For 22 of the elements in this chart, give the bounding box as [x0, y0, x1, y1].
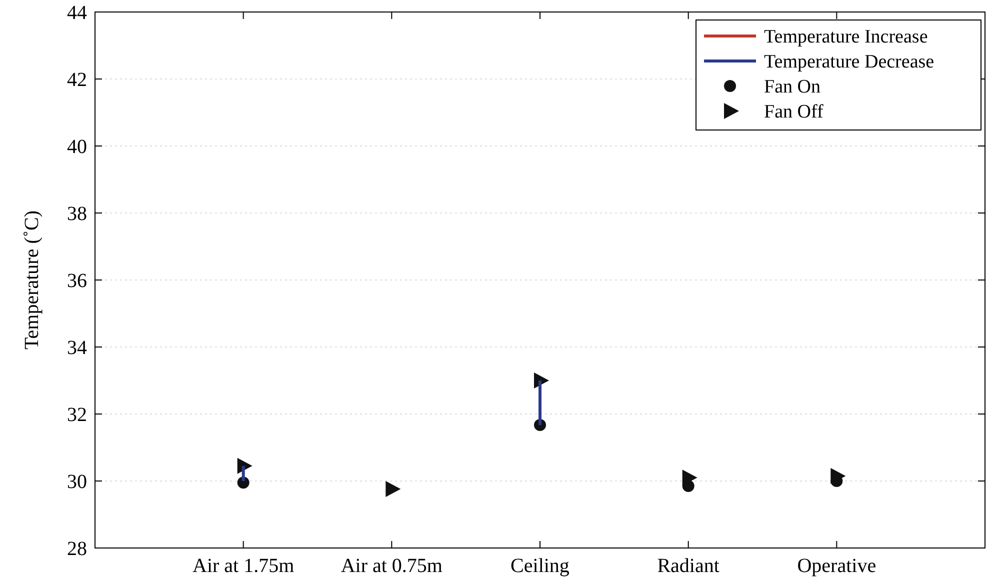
legend-label: Temperature Decrease [764, 52, 934, 73]
y-tick-label: 44 [67, 2, 87, 24]
x-tick-label: Ceiling [510, 555, 570, 577]
point [830, 468, 846, 484]
y-tick-label: 34 [67, 337, 87, 359]
y-tick-label: 40 [67, 136, 87, 158]
y-tick-label: 30 [67, 471, 87, 493]
x-tick-label: Air at 0.75m [340, 555, 443, 577]
x-tick-label: Air at 1.75m [192, 555, 295, 577]
point [386, 481, 401, 498]
y-tick-label: 32 [67, 404, 87, 426]
legend-label: Temperature Increase [764, 26, 928, 48]
legend-label: Fan Off [764, 102, 824, 123]
point [682, 470, 698, 486]
y-tick-label: 28 [67, 538, 87, 560]
x-tick-label: Radiant [657, 555, 720, 577]
legend-label: Fan On [764, 76, 821, 98]
y-tick-label: 36 [67, 270, 87, 292]
y-axis-title: Temperature (˚C) [21, 210, 43, 350]
x-tick-label: Operative [797, 555, 876, 577]
y-tick-label: 42 [67, 69, 87, 91]
y-tick-label: 38 [67, 203, 87, 225]
